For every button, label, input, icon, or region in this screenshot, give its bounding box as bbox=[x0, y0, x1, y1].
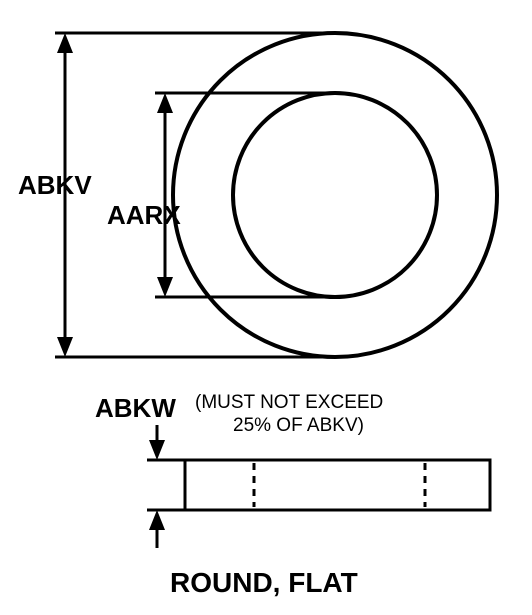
abkw-arrow-top bbox=[149, 440, 165, 460]
outer-circle bbox=[173, 33, 497, 357]
note-line1: (MUST NOT EXCEED bbox=[195, 392, 383, 414]
aarx-arrow-top bbox=[157, 93, 173, 113]
aarx-arrow-bottom bbox=[157, 277, 173, 297]
abkv-label: ABKV bbox=[18, 170, 92, 201]
abkw-arrow-bottom bbox=[149, 510, 165, 530]
inner-circle bbox=[233, 93, 437, 297]
aarx-label: AARX bbox=[107, 200, 181, 231]
abkv-arrow-top bbox=[57, 33, 73, 53]
diagram-title: ROUND, FLAT bbox=[170, 567, 358, 599]
washer-diagram: ABKV AARX ABKW (MUST NOT EXCEED 25% OF A… bbox=[0, 0, 532, 615]
diagram-svg bbox=[0, 0, 532, 615]
note-line2: 25% OF ABKV) bbox=[233, 415, 364, 437]
abkv-arrow-bottom bbox=[57, 337, 73, 357]
side-view-rect bbox=[185, 460, 490, 510]
abkw-label: ABKW bbox=[95, 393, 176, 424]
